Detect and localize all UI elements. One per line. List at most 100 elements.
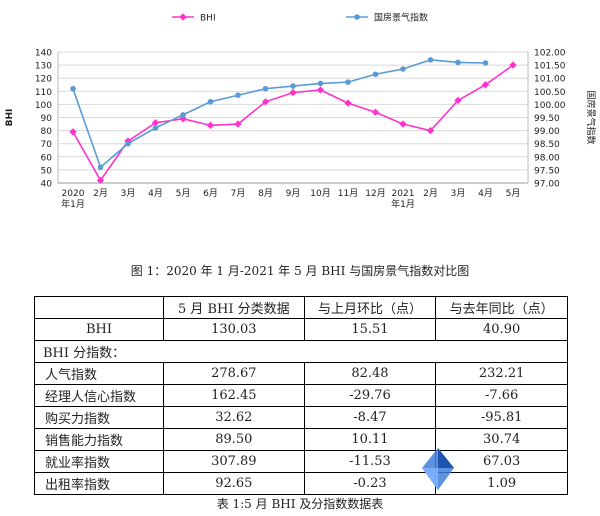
x-tick-label: 5月 [176,188,191,199]
x-tick-label: 2020 [62,189,85,199]
diamond-logo-icon [422,448,454,490]
legend-marker [179,13,187,21]
y-left-tick-label: 60 [41,153,53,163]
table-header-cell [34,296,164,319]
data-point [97,164,104,171]
cell-value: 232.21 [435,362,568,385]
table-caption: 表 1:5 月 BHI 及分指数数据表 [216,497,384,511]
row-label: 人气指数 [34,362,164,385]
cell-value: -8.47 [303,406,437,429]
x-tick-label: 2021 [392,189,415,199]
row-label: 就业率指数 [34,450,164,473]
chart-area: 40 50 60 70 80 90 100 110 120 130 140 97.00 97.50 98.… [5,12,597,211]
cell-value: 40.90 [435,318,568,341]
cell-value: -95.81 [435,406,568,429]
y-right-tick-label: 101.50 [534,62,566,72]
cell-value: 92.65 [163,472,305,495]
line-chart: 40 50 60 70 80 90 100 110 120 130 140 97.00 97.50 98.… [5,12,597,211]
x-tick-label: 6月 [203,188,218,199]
cell-value: -11.53 [303,450,437,473]
x-tick-label: 4月 [478,188,493,199]
data-point [234,120,242,128]
data-point [290,83,296,89]
x-tick-label: 3月 [451,188,466,199]
data-point [482,60,489,66]
cell-value: 162.45 [163,384,305,407]
y-left-tick-label: 40 [41,180,53,190]
y-right-tick-label: 101.00 [534,75,566,85]
cell-value: 278.67 [163,362,305,385]
section-label: BHI 分指数： [34,340,164,363]
data-point [180,112,186,118]
x-tick-label: 年1月 [61,198,85,210]
x-tick-label: 10月 [310,188,330,199]
x-tick-label: 7月 [231,188,246,199]
cell-value: 130.03 [163,318,305,341]
x-tick-label: 8月 [258,188,273,199]
data-point [455,59,461,66]
table-row: 人气指数 278.67 82.48 232.21 [34,362,568,385]
legend-marker [354,14,360,20]
cell-value: -7.66 [435,384,568,407]
legend-label: 国房景气指数 [374,12,428,24]
y-right-tick-label: 100.00 [534,101,566,111]
y-left-tick-label: 140 [35,49,52,59]
data-point [399,120,407,128]
table-row: 就业率指数 307.89 -11.53 67.03 [34,450,568,473]
y-right-axis-title: 国房景气指数 [585,90,597,144]
y-right-tick-label: 100.50 [534,88,566,98]
table-row: 经理人信心指数 162.45 -29.76 -7.66 [34,384,568,407]
x-tick-label: 3月 [121,188,136,199]
y-left-tick-label: 130 [35,62,52,72]
table-section-row: BHI 分指数： [34,340,568,363]
y-left-tick-label: 110 [35,88,52,98]
data-point [235,92,241,99]
data-point [69,128,77,136]
series-line [72,59,486,169]
data-point [454,96,462,105]
data-point [206,121,215,130]
y-right-tick-label: 98.00 [534,153,560,163]
row-label: 出租率指数 [34,472,164,495]
data-point [345,79,351,85]
x-tick-label: 2月 [423,188,438,199]
table-row-bhi: BHI 130.03 15.51 40.90 [34,318,568,341]
data-point [261,98,270,106]
table-header-cell: 5 月 BHI 分类数据 [163,296,305,319]
cell-value: -0.23 [303,472,437,495]
row-label: 销售能力指数 [34,428,164,451]
data-point [262,85,269,92]
y-right-tick-label: 102.00 [534,49,566,59]
data-point [125,140,131,147]
x-tick-label: 2月 [93,188,108,199]
figure-caption: 图 1：2020 年 1 月-2021 年 5 月 BHI 与国房景气指数对比图 [130,264,470,278]
x-tick-label: 12月 [365,188,385,199]
data-point [96,176,105,185]
data-point [372,71,379,78]
row-label: 经理人信心指数 [34,384,164,407]
table-row: 购买力指数 32.62 -8.47 -95.81 [34,406,568,429]
data-point [317,80,324,87]
row-label: BHI [34,318,164,341]
y-right-tick-label: 98.50 [534,140,560,150]
data-point [151,119,160,127]
y-right-tick-label: 99.00 [534,127,560,137]
y-left-tick-label: 50 [41,166,53,176]
x-tick-label: 4月 [148,188,163,199]
series-line [72,64,514,182]
cell-value: 32.62 [163,406,305,429]
y-left-tick-label: 70 [41,140,53,150]
cell-value: 10.11 [303,428,437,451]
data-point [481,81,490,89]
y-left-tick-label: 120 [35,75,52,85]
data-point [426,126,435,135]
y-right-tick-label: 97.00 [534,180,560,190]
cell-value: 67.03 [435,450,568,473]
x-tick-label: 9月 [286,188,301,199]
table-header-row: 5 月 BHI 分类数据 与上月环比（点） 与去年同比（点） [34,296,568,319]
table-row: 销售能力指数 89.50 10.11 30.74 [34,428,568,451]
row-label: 购买力指数 [34,406,164,429]
data-point [400,66,406,72]
data-point [427,57,434,63]
data-point [289,88,297,97]
